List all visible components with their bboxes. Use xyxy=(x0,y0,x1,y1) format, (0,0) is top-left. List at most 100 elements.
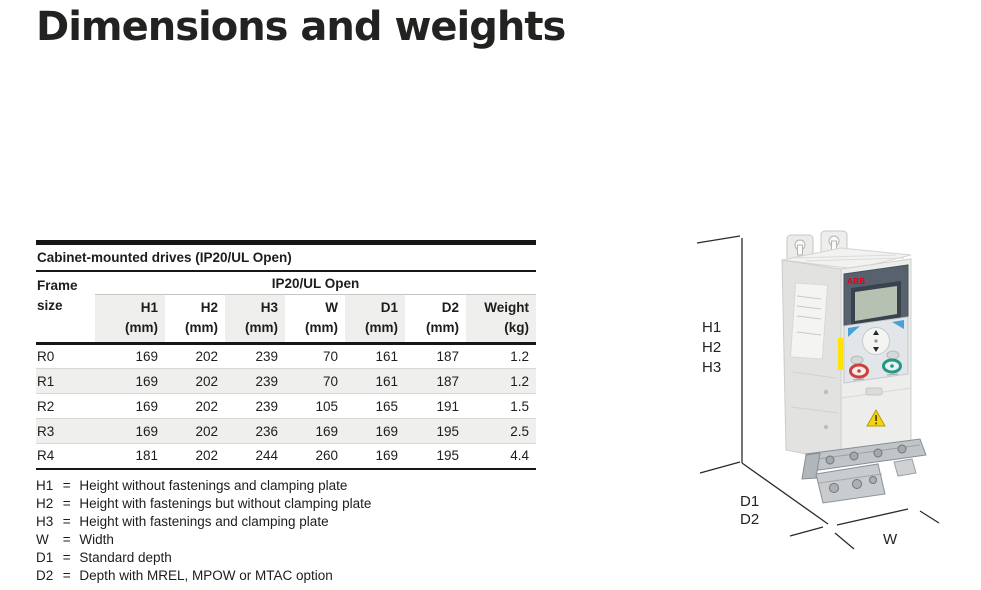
d2-cell: 187 xyxy=(405,343,466,370)
softkey-right-icon xyxy=(892,320,904,329)
footnote: W = Width xyxy=(36,531,536,549)
drive-dimension-figure: ABB xyxy=(680,222,981,572)
weight-cell: 1.2 xyxy=(466,343,537,370)
footnote-definition: Width xyxy=(79,531,114,547)
up-arrow-icon xyxy=(873,330,879,335)
table-row: R0 169 202 239 70 161 187 1.2 xyxy=(36,343,537,370)
height-bottom-tick xyxy=(699,461,741,474)
d1-cell: 161 xyxy=(345,368,405,395)
d1-cell: 161 xyxy=(345,343,405,370)
cover-notch xyxy=(865,387,883,396)
column-unit: (mm) xyxy=(426,319,459,335)
h2-cell: 202 xyxy=(165,418,225,445)
footnote-equals: = xyxy=(62,568,71,584)
footnote: D2 = Depth with MREL, MPOW or MTAC optio… xyxy=(36,567,536,585)
footnote-equals: = xyxy=(62,513,71,529)
column-label: W xyxy=(325,300,338,315)
table-row: R1 169 202 239 70 161 187 1.2 xyxy=(36,368,537,395)
d1-cell: 169 xyxy=(345,418,405,445)
drive-photo: ABB xyxy=(781,230,927,504)
h3-cell: 239 xyxy=(225,343,285,370)
footnote-definition: Standard depth xyxy=(79,549,172,565)
table-row: R3 169 202 236 169 169 195 2.5 xyxy=(36,418,537,445)
d2-cell: 195 xyxy=(405,418,466,445)
control-panel: ABB xyxy=(843,264,909,384)
column-group-header: IP20/UL Open xyxy=(95,271,537,295)
page-title: Dimensions and weights xyxy=(36,4,566,50)
dimensions-table-section: Cabinet-mounted drives (IP20/UL Open) Fr… xyxy=(36,240,537,585)
footnote-equals: = xyxy=(62,549,71,565)
table-row: R4 181 202 244 260 169 195 4.4 xyxy=(36,443,537,470)
column-header-frame-size: Frame size xyxy=(36,271,95,346)
footnote-definition: Depth with MREL, MPOW or MTAC option xyxy=(79,568,333,584)
softkey-left-icon xyxy=(848,326,860,337)
abb-logo: ABB xyxy=(847,277,866,286)
h2-cell: 202 xyxy=(165,368,225,395)
table-caption-row: Cabinet-mounted drives (IP20/UL Open) xyxy=(36,242,537,272)
column-header: D1 (mm) xyxy=(345,294,405,346)
d2-cell: 195 xyxy=(405,443,466,470)
footnote-term: H3 xyxy=(36,513,54,529)
dimension-lines xyxy=(696,235,940,550)
h3-cell: 236 xyxy=(225,418,285,445)
table-row: R2 169 202 239 105 165 191 1.5 xyxy=(36,393,537,420)
h1-cell: 169 xyxy=(95,368,165,395)
h3-cell: 239 xyxy=(225,368,285,395)
depth-line xyxy=(741,462,829,525)
weight-cell: 1.2 xyxy=(466,368,537,395)
footnote-equals: = xyxy=(62,477,71,493)
h1-cell: 169 xyxy=(95,418,165,445)
d2-cell: 191 xyxy=(405,393,466,420)
warning-triangle-icon xyxy=(866,408,886,427)
side-label xyxy=(789,282,829,360)
yellow-label xyxy=(838,338,843,370)
clamping-plate xyxy=(801,438,927,504)
w-cell: 70 xyxy=(285,368,345,395)
height-label-h1: H1 xyxy=(702,319,721,336)
column-label: H1 xyxy=(140,300,158,315)
width-line xyxy=(836,508,909,526)
column-header: Weight (kg) xyxy=(466,294,537,346)
enter-button xyxy=(886,350,900,360)
footnote: H1 = Height without fastenings and clamp… xyxy=(36,477,536,495)
down-arrow-icon xyxy=(873,347,879,352)
footnote-definition: Height without fastenings and clamping p… xyxy=(79,477,348,493)
height-label-h2: H2 xyxy=(702,339,721,356)
footnote-definition: Height with fastenings but without clamp… xyxy=(79,495,372,511)
lcd-display xyxy=(855,286,897,321)
footnote-term: W xyxy=(36,531,49,547)
h2-cell: 202 xyxy=(165,443,225,470)
column-header: H3 (mm) xyxy=(225,294,285,346)
column-header: H1 (mm) xyxy=(95,294,165,346)
height-label-h3: H3 xyxy=(702,359,721,376)
frame-size-cell: R4 xyxy=(36,443,95,470)
footnote-term: H1 xyxy=(36,477,54,493)
footnotes: H1 = Height without fastenings and clamp… xyxy=(36,477,536,585)
footnote-definition: Height with fastenings and clamping plat… xyxy=(79,513,329,529)
column-header: H2 (mm) xyxy=(165,294,225,346)
frame-size-cell: R3 xyxy=(36,418,95,445)
footnote-equals: = xyxy=(62,531,71,547)
footnote: H2 = Height with fastenings but without … xyxy=(36,495,536,513)
table-group-header-row: Frame size IP20/UL Open xyxy=(36,271,537,346)
frame-size-cell: R0 xyxy=(36,343,95,370)
d2-cell: 187 xyxy=(405,368,466,395)
footnote-term: D1 xyxy=(36,549,54,565)
h3-cell: 239 xyxy=(225,393,285,420)
weight-cell: 2.5 xyxy=(466,418,537,445)
h1-cell: 169 xyxy=(95,393,165,420)
weight-cell: 4.4 xyxy=(466,443,537,470)
w-cell: 260 xyxy=(285,443,345,470)
footnote-equals: = xyxy=(62,495,71,511)
width-end-tick xyxy=(919,510,940,524)
column-unit: (mm) xyxy=(185,319,218,335)
column-label: D1 xyxy=(380,300,398,315)
w-cell: 169 xyxy=(285,418,345,445)
frame-size-cell: R2 xyxy=(36,393,95,420)
column-header: D2 (mm) xyxy=(405,294,466,346)
footnote: H3 = Height with fastenings and clamping… xyxy=(36,513,536,531)
weight-cell: 1.5 xyxy=(466,393,537,420)
w-cell: 105 xyxy=(285,393,345,420)
depth-label-d1: D1 xyxy=(740,493,759,510)
